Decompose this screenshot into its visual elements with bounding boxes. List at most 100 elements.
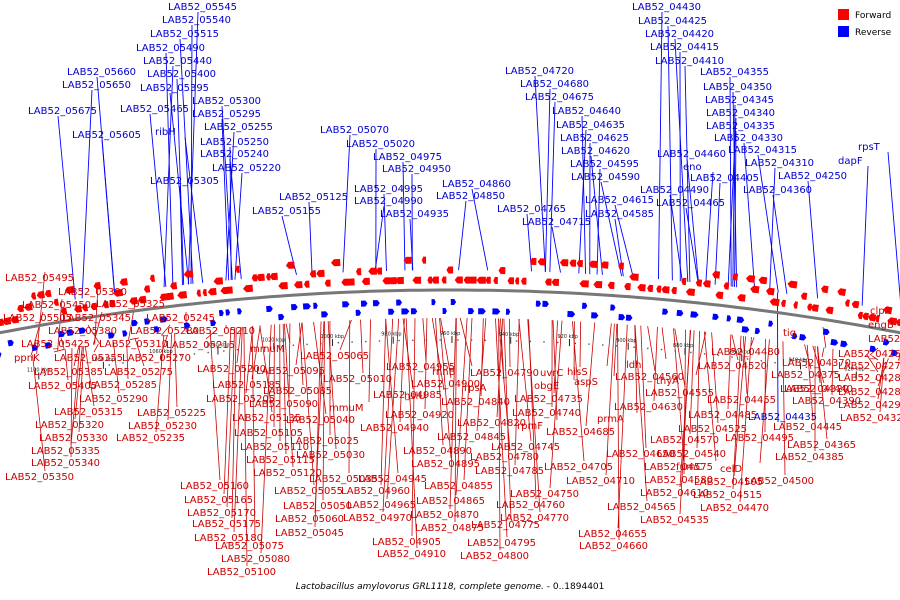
gene-label-forward[interactable]: LAB52_04370	[782, 358, 851, 369]
gene-label-forward[interactable]: LAB52_05165	[184, 495, 253, 506]
gene-feature[interactable]	[851, 300, 860, 309]
gene-feature[interactable]	[256, 273, 265, 282]
gene-label-forward[interactable]: LAB52_05385	[34, 367, 103, 378]
gene-feature[interactable]	[887, 317, 898, 326]
gene-feature[interactable]	[498, 267, 506, 275]
gene-label-forward[interactable]: LAB52_05100	[207, 567, 276, 578]
gene-feature[interactable]	[93, 281, 102, 290]
gene-feature[interactable]	[143, 285, 151, 293]
gene-feature[interactable]	[676, 309, 684, 317]
gene-feature[interactable]	[551, 278, 560, 286]
gene-label-forward[interactable]: LAB52_04540	[657, 449, 726, 460]
gene-label-forward[interactable]: LAB52_04775	[471, 520, 540, 531]
gene-feature[interactable]	[766, 287, 775, 296]
gene-label-reverse[interactable]: LAB52_04590	[571, 172, 640, 183]
gene-feature[interactable]	[427, 276, 433, 284]
gene-label-reverse[interactable]: LAB52_05305	[150, 176, 219, 187]
gene-feature[interactable]	[210, 319, 217, 327]
gene-label-forward[interactable]: LAB52_05340	[31, 458, 100, 469]
gene-feature[interactable]	[316, 269, 325, 278]
gene-label-reverse[interactable]: LAB52_04465	[656, 198, 725, 209]
gene-feature[interactable]	[431, 276, 439, 284]
gene-label-forward[interactable]: LAB52_04650	[606, 449, 675, 460]
gene-feature[interactable]	[138, 295, 147, 304]
gene-label-forward[interactable]: LAB52_05175	[192, 519, 261, 530]
gene-feature[interactable]	[647, 284, 654, 293]
gene-label-forward[interactable]: LAB52_04385	[775, 452, 844, 463]
gene-label-forward[interactable]: LAB52_05210	[186, 326, 255, 337]
gene-label-reverse[interactable]: LAB52_04585	[585, 209, 654, 220]
gene-label-forward[interactable]: LAB52_04610	[640, 488, 709, 499]
gene-label-forward[interactable]: LAB52_04270	[838, 361, 900, 372]
gene-label-forward[interactable]: LAB52_04260	[868, 334, 900, 345]
gene-feature[interactable]	[304, 280, 310, 288]
gene-feature[interactable]	[883, 306, 893, 315]
gene-feature[interactable]	[542, 300, 549, 307]
gene-feature[interactable]	[890, 349, 898, 357]
gene-feature[interactable]	[695, 279, 703, 287]
gene-label-forward[interactable]: LAB52_04525	[678, 424, 747, 435]
gene-label-forward[interactable]: LAB52_05205	[206, 394, 275, 405]
gene-feature[interactable]	[857, 311, 864, 320]
gene-label-reverse[interactable]: ribH	[155, 127, 176, 138]
gene-feature[interactable]	[44, 342, 53, 349]
gene-feature[interactable]	[183, 270, 194, 278]
gene-feature[interactable]	[228, 286, 233, 294]
gene-feature[interactable]	[737, 294, 746, 302]
gene-label-reverse[interactable]: LAB52_04935	[380, 209, 449, 220]
gene-feature[interactable]	[153, 326, 160, 333]
gene-feature[interactable]	[102, 301, 109, 309]
gene-label-reverse[interactable]: LAB52_04350	[703, 82, 772, 93]
gene-feature[interactable]	[313, 302, 318, 309]
gene-feature[interactable]	[66, 329, 75, 336]
gene-label-forward[interactable]: LAB52_04735	[514, 394, 583, 405]
gene-label-forward[interactable]: obgE	[534, 381, 559, 392]
gene-label-forward[interactable]: hslU	[404, 391, 426, 402]
gene-label-forward[interactable]: LAB52_05075	[215, 541, 284, 552]
gene-feature[interactable]	[800, 292, 808, 301]
gene-feature[interactable]	[266, 305, 273, 313]
gene-feature[interactable]	[144, 318, 151, 325]
gene-label-reverse[interactable]: LAB52_04595	[570, 159, 639, 170]
gene-label-forward[interactable]: LAB52_05090	[249, 399, 318, 410]
gene-label-forward[interactable]: mmuM	[250, 344, 284, 355]
gene-label-forward[interactable]: LAB52_05505	[3, 313, 72, 324]
gene-feature[interactable]	[243, 284, 254, 293]
gene-label-forward[interactable]: LAB52_04285	[838, 387, 900, 398]
gene-feature[interactable]	[0, 351, 2, 358]
gene-label-forward[interactable]: LAB52_05025	[290, 436, 359, 447]
gene-label-reverse[interactable]: LAB52_04420	[645, 29, 714, 40]
gene-label-forward[interactable]: LAB52_05325	[96, 299, 165, 310]
gene-feature[interactable]	[269, 272, 278, 281]
gene-label-forward[interactable]: LAB52_04760	[496, 500, 565, 511]
gene-feature[interactable]	[24, 303, 33, 311]
gene-feature[interactable]	[822, 328, 830, 336]
gene-label-forward[interactable]: LAB52_05080	[221, 554, 290, 565]
gene-feature[interactable]	[388, 308, 395, 315]
gene-feature[interactable]	[431, 299, 436, 306]
gene-label-forward[interactable]: uvrC	[540, 368, 563, 379]
gene-label-forward[interactable]: LAB52_04520	[698, 361, 767, 372]
gene-label-forward[interactable]: LAB52_05245	[146, 313, 215, 324]
gene-label-forward[interactable]: LAB52_04795	[467, 538, 536, 549]
gene-feature[interactable]	[625, 314, 633, 321]
gene-label-reverse[interactable]: LAB52_04250	[778, 171, 847, 182]
gene-feature[interactable]	[830, 338, 839, 346]
gene-feature[interactable]	[837, 288, 847, 296]
gene-label-forward[interactable]: LAB52_05185	[212, 380, 281, 391]
gene-feature[interactable]	[342, 301, 350, 308]
gene-label-reverse[interactable]: LAB52_05255	[204, 122, 273, 133]
gene-label-forward[interactable]: LAB52_05280	[130, 326, 199, 337]
gene-feature[interactable]	[754, 327, 761, 335]
gene-feature[interactable]	[421, 256, 427, 264]
gene-label-forward[interactable]: LAB52_05180	[194, 533, 263, 544]
gene-label-forward[interactable]: LAB52_04515	[693, 490, 762, 501]
gene-label-reverse[interactable]: LAB52_04435	[748, 412, 817, 423]
gene-label-forward[interactable]: mmuM	[329, 403, 363, 414]
gene-label-reverse[interactable]: LAB52_05125	[279, 192, 348, 203]
gene-label-forward[interactable]: LAB52_04800	[460, 551, 529, 562]
gene-label-forward[interactable]: LAB52_04505	[694, 477, 763, 488]
gene-feature[interactable]	[412, 276, 422, 284]
gene-label-forward[interactable]: LAB52_05350	[5, 472, 74, 483]
gene-feature[interactable]	[202, 288, 207, 297]
